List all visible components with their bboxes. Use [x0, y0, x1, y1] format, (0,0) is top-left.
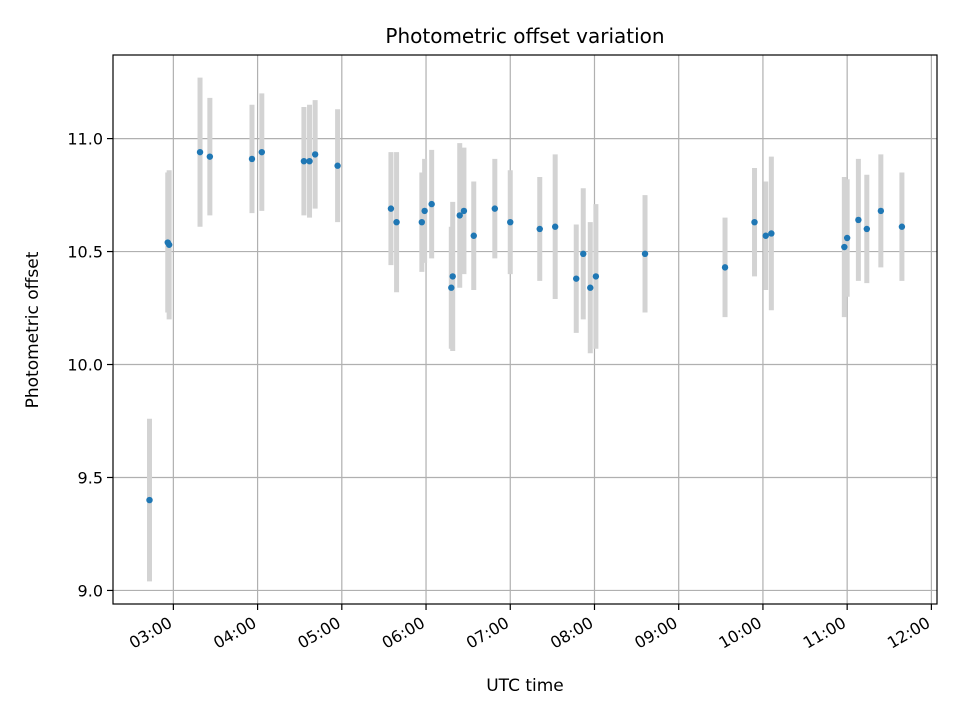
data-point: [855, 216, 862, 224]
y-tick-label: 9.0: [78, 581, 103, 600]
data-point: [721, 264, 729, 271]
chart-title: Photometric offset variation: [385, 24, 664, 48]
y-tick-label: 10.5: [67, 243, 103, 262]
data-point: [300, 157, 308, 165]
data-point: [768, 230, 775, 237]
data-point: [449, 273, 456, 280]
data-points: [146, 148, 906, 504]
data-point: [428, 200, 435, 208]
data-point: [580, 250, 587, 258]
plot-frame: [112, 54, 938, 605]
data-point: [387, 205, 395, 212]
y-tick-label: 9.5: [78, 468, 103, 487]
data-point: [898, 223, 906, 230]
data-point: [418, 218, 426, 226]
data-point: [393, 218, 400, 226]
data-point: [306, 157, 313, 165]
data-point: [536, 225, 543, 233]
y-tick-label: 10.0: [67, 356, 103, 375]
data-point: [841, 243, 848, 251]
data-point: [573, 275, 580, 282]
data-point: [334, 162, 341, 169]
data-point: [258, 148, 265, 156]
data-point: [196, 148, 204, 156]
data-point: [206, 153, 214, 160]
data-point: [751, 218, 758, 226]
data-point: [507, 218, 514, 226]
data-point: [165, 241, 173, 248]
data-point: [421, 207, 428, 215]
data-point: [248, 155, 256, 163]
x-axis-title: UTC time: [486, 676, 564, 696]
data-point: [551, 223, 559, 230]
y-tick-label: 11.0: [67, 130, 103, 149]
data-point: [311, 151, 319, 158]
data-point: [863, 225, 871, 233]
data-point: [456, 212, 463, 219]
data-point: [448, 284, 455, 291]
data-point: [460, 207, 468, 215]
data-point: [877, 207, 885, 215]
data-point: [587, 284, 594, 291]
data-point: [470, 232, 477, 239]
data-point: [843, 234, 851, 242]
y-axis-title: Photometric offset: [23, 251, 43, 408]
data-point: [592, 273, 600, 280]
data-point: [491, 205, 499, 212]
data-point: [762, 232, 769, 239]
data-point: [146, 496, 153, 504]
y-axis-ticks: 9.0 9.5 10.0 10.5 11.0: [67, 130, 113, 600]
data-point: [641, 250, 649, 258]
